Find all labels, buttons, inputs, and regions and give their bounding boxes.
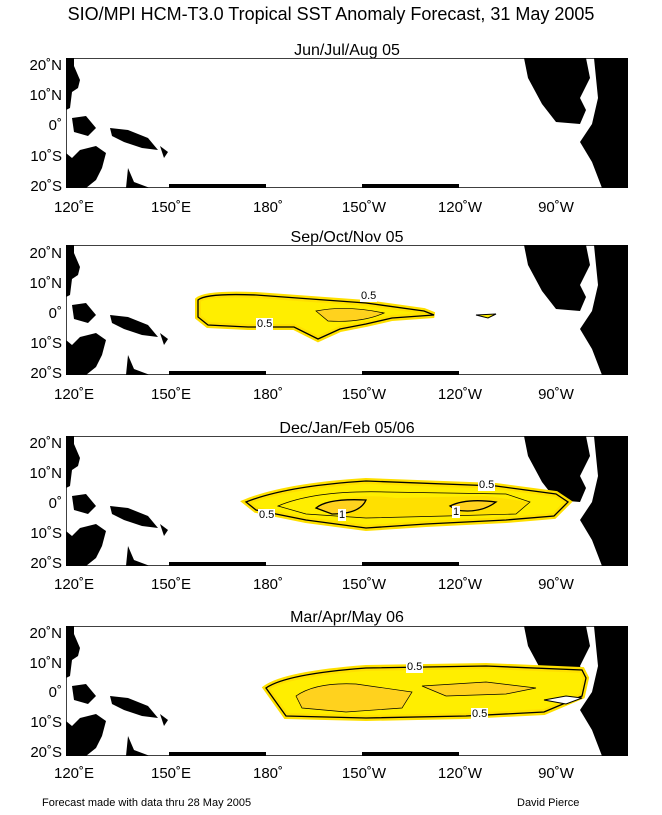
- contour-label-3a: 0.5: [406, 661, 424, 673]
- lat-label: 20˚N: [29, 245, 62, 262]
- panel-title-1: Jun/Jul/Aug 05: [294, 42, 400, 59]
- contour-label-2c: 1: [338, 509, 347, 521]
- panel-title-2: Sep/Oct/Nov 05: [290, 229, 404, 246]
- lat-label: 0˚: [48, 305, 62, 322]
- lon-label: 120˚W: [437, 386, 483, 403]
- lat-label: 10˚S: [30, 148, 62, 165]
- map-panel-3: [66, 436, 628, 566]
- lon-label: 120˚E: [53, 386, 95, 403]
- lat-label: 10˚S: [30, 335, 62, 352]
- lat-label: 10˚S: [30, 714, 62, 731]
- land-masses: [66, 436, 628, 566]
- lon-label: 90˚W: [538, 765, 574, 782]
- lon-label: 120˚E: [53, 765, 95, 782]
- bottom-axis-bar: [66, 184, 459, 188]
- lon-label: 150˚E: [150, 386, 192, 403]
- lat-label: 10˚S: [30, 525, 62, 542]
- lon-label: 180˚: [252, 199, 284, 216]
- lon-label: 120˚W: [437, 199, 483, 216]
- lon-label: 150˚W: [341, 765, 387, 782]
- lon-label: 150˚W: [341, 576, 387, 593]
- lon-label: 150˚W: [341, 199, 387, 216]
- contour-label-2d: 1: [452, 506, 461, 518]
- lon-label: 90˚W: [538, 199, 574, 216]
- lat-label: 20˚N: [29, 435, 62, 452]
- lon-label: 90˚W: [538, 386, 574, 403]
- panel-title-4: Mar/Apr/May 06: [290, 609, 404, 626]
- map-panel-2: [66, 245, 628, 375]
- lon-label: 120˚E: [53, 199, 95, 216]
- sst-anomaly-area: [240, 477, 573, 532]
- map-panel-4: [66, 626, 628, 756]
- lat-label: 0˚: [48, 684, 62, 701]
- land-masses: [66, 58, 628, 188]
- lat-label: 20˚S: [30, 365, 62, 382]
- lat-label: 20˚N: [29, 57, 62, 74]
- contour-label-1a: 0.5: [360, 290, 378, 302]
- lon-label: 120˚W: [437, 576, 483, 593]
- contour-label-2a: 0.5: [478, 479, 496, 491]
- lat-label: 10˚N: [29, 655, 62, 672]
- contour-lines: [197, 293, 497, 340]
- sst-anomaly-area: [195, 291, 436, 343]
- contour-lines: [265, 665, 587, 719]
- lon-label: 180˚: [252, 765, 284, 782]
- land-masses: [66, 245, 628, 375]
- lon-label: 120˚E: [53, 576, 95, 593]
- lon-label: 150˚W: [341, 386, 387, 403]
- lon-label: 90˚W: [538, 576, 574, 593]
- lon-label: 150˚E: [150, 765, 192, 782]
- bottom-axis-bar: [66, 752, 459, 756]
- lat-label: 20˚S: [30, 744, 62, 761]
- lon-label: 180˚: [252, 576, 284, 593]
- map-panel-1: [66, 58, 628, 188]
- lat-label: 10˚N: [29, 275, 62, 292]
- lat-label: 20˚S: [30, 178, 62, 195]
- lat-label: 0˚: [48, 117, 62, 134]
- land-masses: [66, 626, 628, 756]
- lat-label: 0˚: [48, 495, 62, 512]
- lon-label: 150˚E: [150, 576, 192, 593]
- contour-label-3b: 0.5: [471, 708, 489, 720]
- contour-label-2b: 0.5: [258, 509, 276, 521]
- bottom-axis-bar: [66, 562, 459, 566]
- lat-label: 10˚N: [29, 465, 62, 482]
- lon-label: 150˚E: [150, 199, 192, 216]
- lat-label: 20˚N: [29, 625, 62, 642]
- lon-label: 120˚W: [437, 765, 483, 782]
- lat-label: 20˚S: [30, 555, 62, 572]
- bottom-axis-bar: [66, 371, 459, 375]
- figure-title: SIO/MPI HCM-T3.0 Tropical SST Anomaly Fo…: [67, 4, 595, 24]
- footer-note: Forecast made with data thru 28 May 2005: [42, 797, 252, 809]
- footer-author: David Pierce: [517, 797, 580, 809]
- lat-label: 10˚N: [29, 87, 62, 104]
- lon-label: 180˚: [252, 386, 284, 403]
- contour-label-1b: 0.5: [256, 318, 274, 330]
- panel-title-3: Dec/Jan/Feb 05/06: [279, 420, 415, 437]
